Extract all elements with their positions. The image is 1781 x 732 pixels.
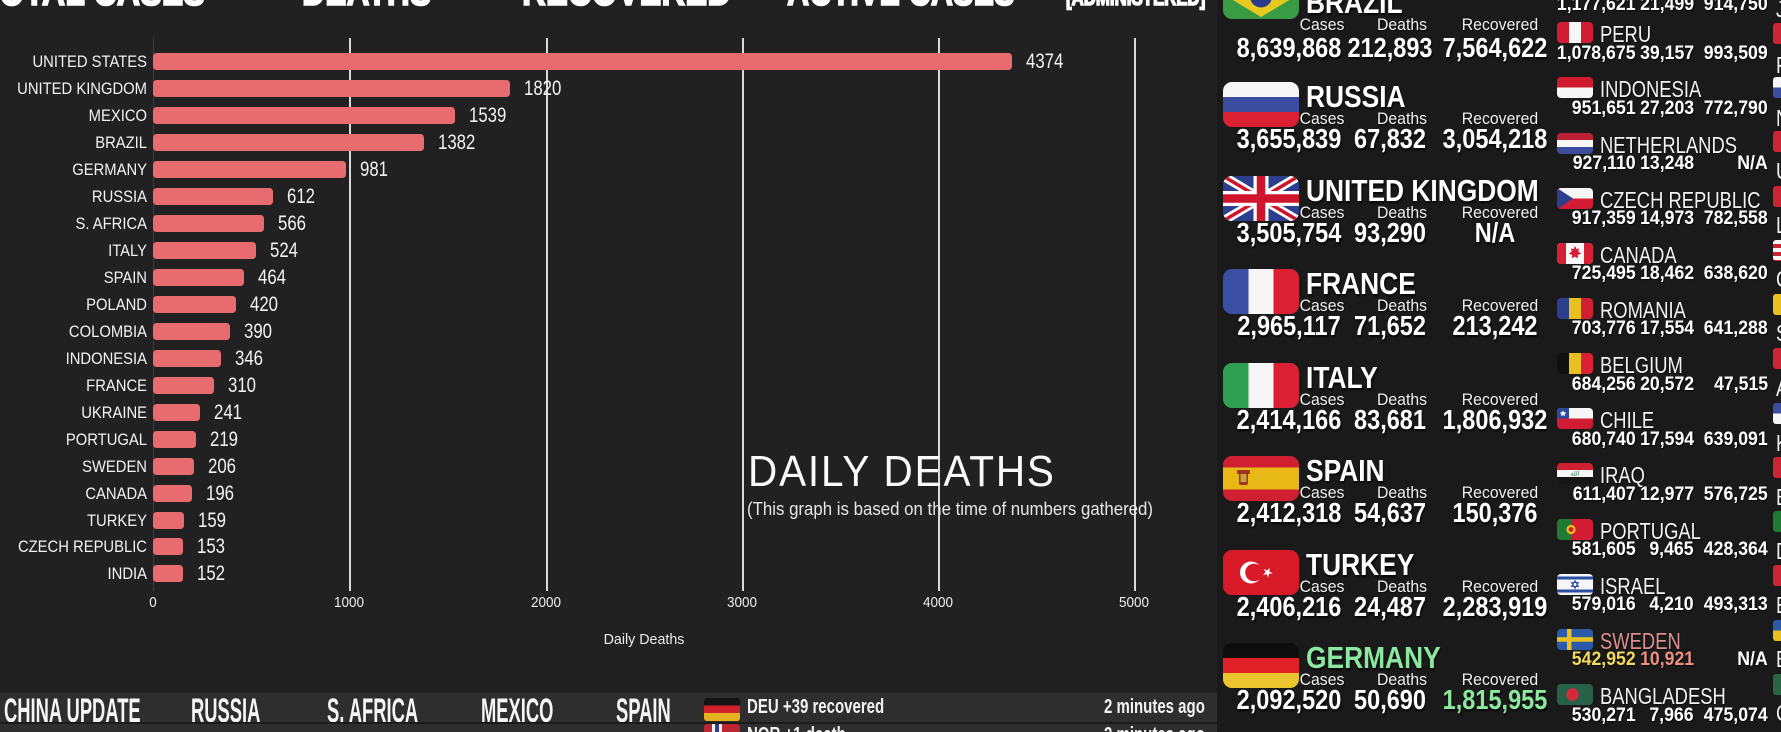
svg-text:الله: الله (1571, 471, 1580, 478)
